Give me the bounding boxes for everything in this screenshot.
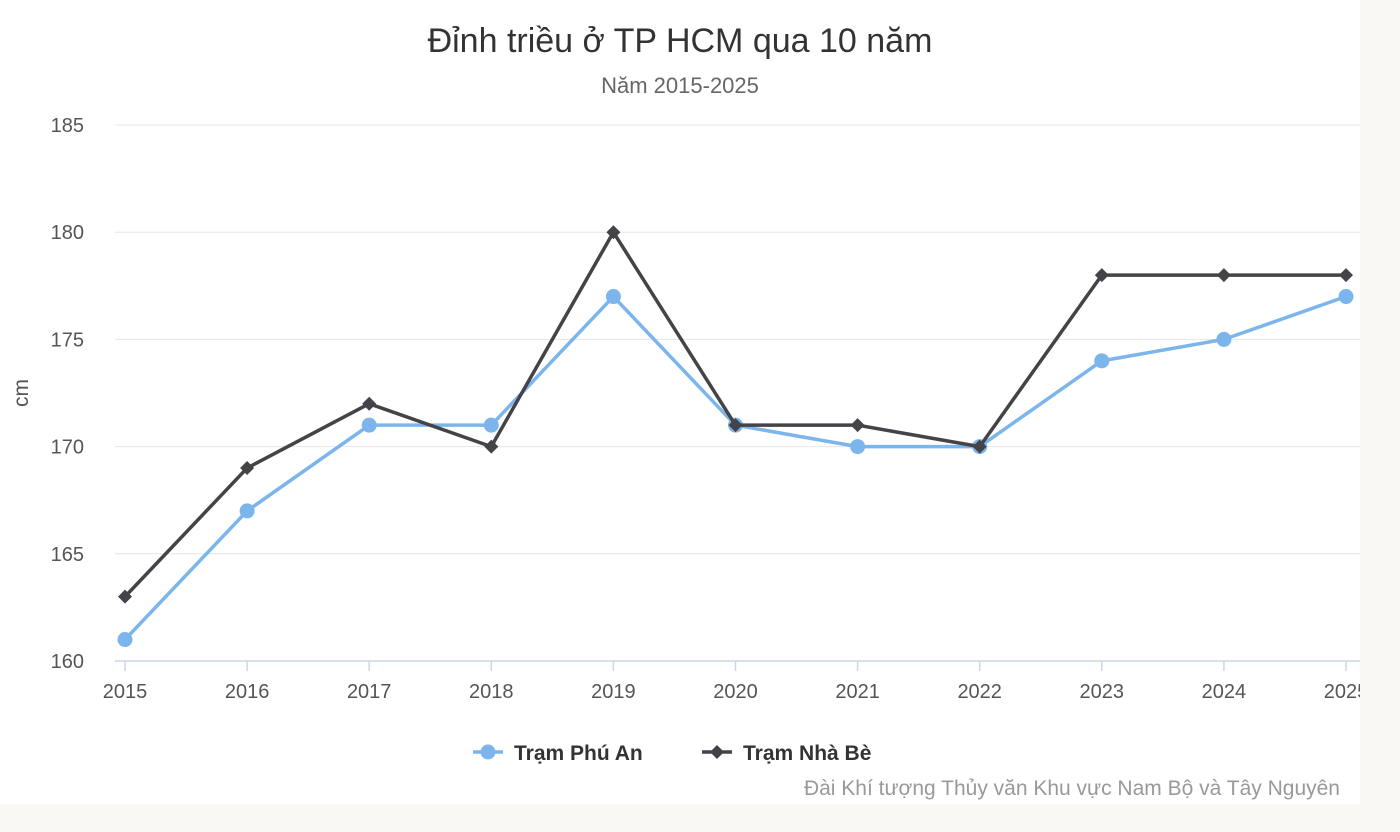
y-tick-label: 175: [51, 329, 84, 351]
legend-label: Trạm Phú An: [514, 742, 643, 765]
data-point: [362, 396, 377, 411]
data-point: [1216, 331, 1232, 347]
x-tick-label: 2023: [1080, 681, 1125, 703]
x-tick-label: 2020: [713, 681, 758, 703]
chart-subtitle: Năm 2015-2025: [601, 73, 759, 98]
data-point: [240, 461, 255, 476]
x-tick-label: 2015: [103, 681, 148, 703]
data-point: [1094, 353, 1110, 369]
credits-text: Đài Khí tượng Thủy văn Khu vực Nam Bộ và…: [804, 777, 1340, 800]
chart-title: Đỉnh triều ở TP HCM qua 10 năm: [428, 22, 933, 60]
data-point: [239, 503, 255, 519]
y-tick-label: 180: [51, 222, 84, 244]
x-tick-label: 2022: [957, 681, 1002, 703]
legend: Trạm Phú An Trạm Nhà Bè: [473, 742, 871, 765]
series-line-1: [123, 294, 1347, 641]
data-point: [728, 418, 743, 433]
chart-card: Đỉnh triều ở TP HCM qua 10 năm Năm 2015-…: [0, 0, 1360, 804]
y-axis-label: cm: [10, 379, 33, 407]
data-point: [361, 417, 377, 433]
x-tick-label: 2016: [225, 681, 270, 703]
series-group: [117, 225, 1354, 648]
data-point: [1216, 268, 1231, 283]
grid-lines: [115, 124, 1360, 555]
x-tick-label: 2021: [835, 681, 880, 703]
legend-label: Trạm Nhà Bè: [743, 742, 871, 765]
series-line-2: [123, 230, 1346, 598]
data-point: [483, 417, 499, 433]
x-tick-label: 2019: [591, 681, 636, 703]
y-axis-ticks: 160 165 170 175 180 185: [51, 115, 84, 673]
data-point: [1339, 268, 1353, 283]
data-point: [1338, 289, 1354, 305]
y-tick-label: 185: [51, 115, 84, 137]
data-point: [117, 632, 133, 648]
data-point: [606, 225, 621, 240]
data-point: [972, 439, 987, 454]
y-tick-label: 160: [51, 651, 84, 673]
data-point: [850, 439, 866, 455]
x-tick-label: 2017: [347, 681, 392, 703]
legend-symbol-marker: [480, 744, 496, 760]
legend-symbol-marker: [710, 745, 724, 759]
data-point: [1094, 268, 1109, 283]
data-point: [484, 439, 499, 454]
data-point: [850, 418, 865, 433]
y-tick-label: 170: [51, 437, 84, 459]
x-tick-label: 2025: [1324, 681, 1360, 703]
data-point: [605, 289, 621, 305]
x-tick-label: 2018: [469, 681, 514, 703]
data-point: [118, 589, 132, 604]
x-tick-label: 2024: [1202, 681, 1247, 703]
line-chart: Đỉnh triều ở TP HCM qua 10 năm Năm 2015-…: [10, 22, 1360, 800]
y-tick-label: 165: [51, 544, 84, 566]
x-axis: 2015 2016 2017 2018 2019 2020 2021 2022 2023 2024…: [103, 660, 1360, 703]
